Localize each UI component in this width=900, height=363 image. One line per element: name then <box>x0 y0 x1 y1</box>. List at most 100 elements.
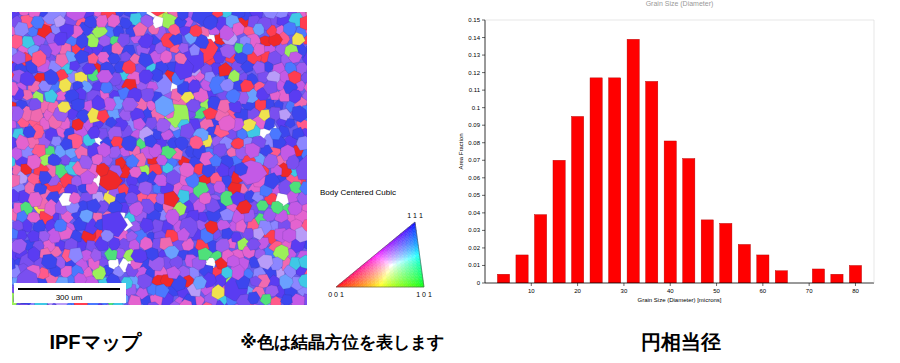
grain <box>108 53 121 64</box>
grain <box>300 15 307 31</box>
triangle-cell <box>410 266 414 269</box>
triangle-cell <box>385 260 389 263</box>
triangle-cell <box>400 260 404 263</box>
triangle-cell <box>408 255 412 258</box>
grain <box>79 209 93 223</box>
grain <box>59 78 72 93</box>
triangle-cell <box>369 266 373 269</box>
triangle-cell <box>413 234 417 237</box>
grain <box>235 162 248 176</box>
triangle-cell <box>416 281 420 284</box>
triangle-cell <box>362 275 366 278</box>
triangle-cell <box>408 228 412 231</box>
triangle-cell <box>401 234 405 237</box>
triangle-cell <box>415 252 419 255</box>
triangle-cell <box>354 272 358 275</box>
triangle-cell <box>370 275 374 278</box>
grain <box>54 32 67 45</box>
triangle-cell <box>387 278 391 281</box>
triangle-cell <box>396 257 400 260</box>
triangle-cell <box>408 260 412 263</box>
grain <box>76 33 88 49</box>
triangle-cell <box>372 281 376 284</box>
triangle-cell <box>376 257 380 260</box>
grain <box>198 247 213 260</box>
triangle-cell <box>398 243 402 246</box>
triangle-cell <box>402 269 406 272</box>
triangle-cell <box>403 252 407 255</box>
triangle-cell <box>408 228 412 231</box>
triangle-cell <box>395 249 399 252</box>
bar <box>738 244 750 283</box>
grain <box>12 255 15 272</box>
triangle-cell <box>380 281 384 284</box>
triangle-cell <box>407 281 411 284</box>
triangle-cell <box>354 272 358 275</box>
triangle-cell <box>398 269 402 272</box>
triangle-cell <box>408 284 412 287</box>
y-tick <box>482 160 485 161</box>
triangle-cell <box>393 263 397 266</box>
bar <box>534 215 546 283</box>
grain <box>60 154 70 165</box>
triangle-cell <box>409 266 413 269</box>
triangle-cell <box>394 269 398 272</box>
ipf-map <box>12 12 307 305</box>
x-tick <box>762 283 763 286</box>
triangle-cell <box>384 252 388 255</box>
grain <box>32 50 47 67</box>
triangle-cell <box>406 243 410 246</box>
triangle-cell <box>396 255 400 258</box>
triangle-cell <box>386 272 390 275</box>
triangle-cell <box>378 272 382 275</box>
triangle-cell <box>401 240 405 243</box>
triangle-cell <box>404 284 408 287</box>
grain <box>20 71 36 86</box>
triangle-cell <box>409 237 413 240</box>
triangle-cell <box>392 252 396 255</box>
grain <box>179 162 194 177</box>
grain <box>299 182 307 196</box>
triangle-cell <box>406 275 410 278</box>
triangle-cell <box>382 275 386 278</box>
grain <box>60 138 73 151</box>
grain <box>92 95 106 110</box>
x-tick-label: 80 <box>852 288 859 294</box>
ipf-triangle <box>336 222 424 287</box>
triangle-cell <box>383 281 387 284</box>
x-tick <box>670 283 671 286</box>
triangle-cell <box>405 266 409 269</box>
triangle-cell <box>355 278 359 281</box>
grain <box>12 106 24 122</box>
grain <box>296 136 307 151</box>
triangle-cell <box>388 284 392 287</box>
grain <box>253 24 264 36</box>
triangle-cell <box>413 263 417 266</box>
y-tick-label: 0.04 <box>468 210 480 216</box>
triangle-cell <box>390 275 394 278</box>
grain <box>231 138 244 149</box>
triangle-cell <box>388 255 392 258</box>
triangle-cell <box>408 257 412 260</box>
triangle-cell <box>340 284 344 287</box>
triangle-cell <box>418 269 422 272</box>
triangle-cell <box>416 255 420 258</box>
triangle-cell <box>388 257 392 260</box>
x-tick-label: 10 <box>528 288 535 294</box>
triangle-cell <box>412 260 416 263</box>
triangle-cell <box>388 255 392 258</box>
triangle-cell <box>392 257 396 260</box>
grain <box>12 69 14 83</box>
triangle-cell <box>362 272 366 275</box>
x-axis <box>485 283 874 284</box>
triangle-cell <box>374 272 378 275</box>
triangle-cell <box>409 234 413 237</box>
y-tick-label: 0.13 <box>468 52 480 58</box>
x-axis-label: Grain Size (Diameter) [microns] <box>637 297 721 303</box>
triangle-cell <box>384 255 388 258</box>
triangle-cell <box>365 263 369 266</box>
grain <box>39 171 52 185</box>
triangle-cell <box>397 266 401 269</box>
triangle-cell <box>405 240 409 243</box>
triangle-cell <box>391 249 395 252</box>
